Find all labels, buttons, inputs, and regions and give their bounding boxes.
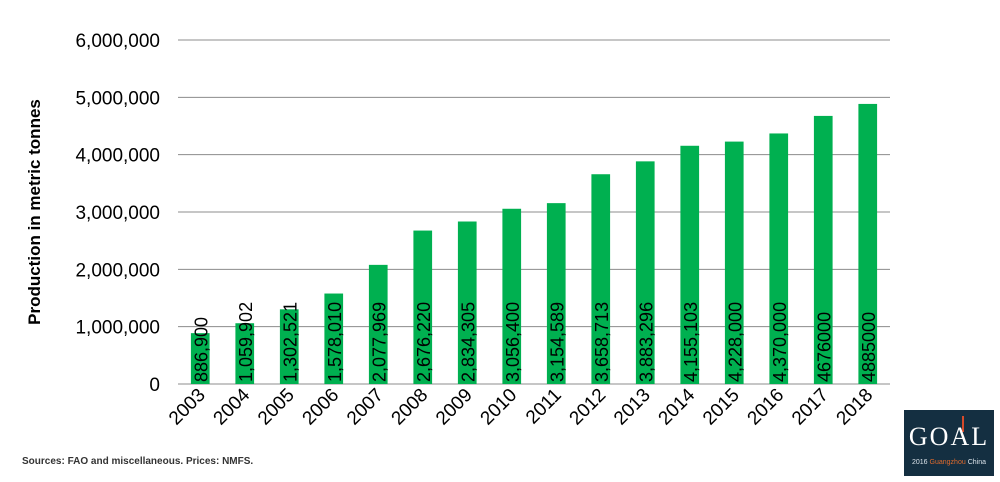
- x-tick-label: 2015: [699, 385, 744, 430]
- data-label: 886,900: [191, 317, 211, 382]
- source-note: Sources: FAO and miscellaneous. Prices: …: [22, 456, 254, 467]
- x-tick-label: 2008: [388, 385, 433, 430]
- y-tick-label: 2,000,000: [75, 260, 160, 281]
- bar: [502, 208, 522, 384]
- x-tick-label: 2004: [210, 384, 255, 429]
- data-label: 3,658,713: [592, 302, 612, 382]
- data-label: 1,578,010: [325, 302, 345, 382]
- data-label: 3,056,400: [503, 302, 523, 382]
- x-axis-ticks: 2003 2004 2005 2006 2007 2008 2009 2010 2011 2012…: [165, 384, 877, 429]
- x-tick-label: 2016: [744, 385, 789, 430]
- x-tick-label: 2011: [522, 385, 566, 429]
- y-axis-ticks: 0 1,000,000 2,000,000 3,000,000 4,000,000 5,0…: [75, 31, 160, 396]
- bar: [591, 174, 611, 384]
- bar: [769, 133, 789, 384]
- bar: [413, 230, 433, 384]
- data-label: 2,676,220: [414, 302, 434, 382]
- y-tick-label: 3,000,000: [75, 203, 160, 224]
- bar: [635, 161, 655, 384]
- data-label: 4676000: [814, 312, 834, 382]
- y-tick-label: 1,000,000: [75, 318, 160, 339]
- x-tick-label: 2005: [254, 385, 299, 430]
- logo-text: GOAL: [908, 422, 990, 451]
- bar: [279, 309, 299, 384]
- data-label: 4,155,103: [681, 302, 701, 382]
- bar: [190, 333, 210, 384]
- y-tick-label: 6,000,000: [75, 31, 160, 52]
- bar: [680, 145, 700, 384]
- data-label: 4885000: [859, 312, 879, 382]
- logo-subtitle: 2016 Guangzhou China: [904, 459, 994, 466]
- bar: [546, 203, 566, 384]
- data-label: 4,370,000: [770, 302, 790, 382]
- data-label: 4,228,000: [725, 302, 745, 382]
- logo-city: Guangzhou: [929, 459, 966, 466]
- x-tick-label: 2017: [788, 385, 833, 430]
- data-label: 1,059,902: [236, 302, 256, 382]
- bar: [858, 103, 878, 384]
- x-tick-label: 2009: [432, 385, 477, 430]
- logo-year: 2016: [912, 459, 928, 466]
- bar: [324, 293, 344, 384]
- data-label: 2,834,305: [458, 302, 478, 382]
- x-tick-label: 2018: [833, 385, 878, 430]
- x-tick-label: 2013: [610, 385, 655, 430]
- x-tick-label: 2003: [165, 385, 210, 430]
- bar: [235, 323, 255, 384]
- y-tick-label: 5,000,000: [75, 88, 160, 109]
- x-tick-label: 2012: [566, 385, 611, 430]
- bar: [368, 264, 388, 384]
- bars: [190, 103, 878, 384]
- data-label: 3,154,589: [547, 302, 567, 382]
- y-tick-label: 0: [149, 375, 160, 396]
- x-tick-label: 2010: [477, 385, 522, 430]
- logo-country: China: [967, 459, 986, 466]
- x-tick-label: 2007: [343, 385, 388, 430]
- flame-icon: [962, 416, 964, 432]
- bar: [813, 115, 833, 384]
- x-tick-label: 2014: [655, 384, 700, 429]
- data-label: 2,077,969: [369, 302, 389, 382]
- y-axis-label: Production in metric tonnes: [25, 99, 44, 325]
- goal-logo: GOAL 2016 Guangzhou China: [904, 410, 994, 476]
- bar: [457, 221, 477, 384]
- y-tick-label: 4,000,000: [75, 146, 160, 167]
- data-label: 3,883,296: [636, 302, 656, 382]
- x-tick-label: 2006: [299, 385, 344, 430]
- data-label: 1,302,521: [280, 302, 300, 382]
- data-labels: 886,900 1,059,902 1,302,521 1,578,010 2,077,…: [191, 302, 879, 382]
- bar: [724, 141, 744, 384]
